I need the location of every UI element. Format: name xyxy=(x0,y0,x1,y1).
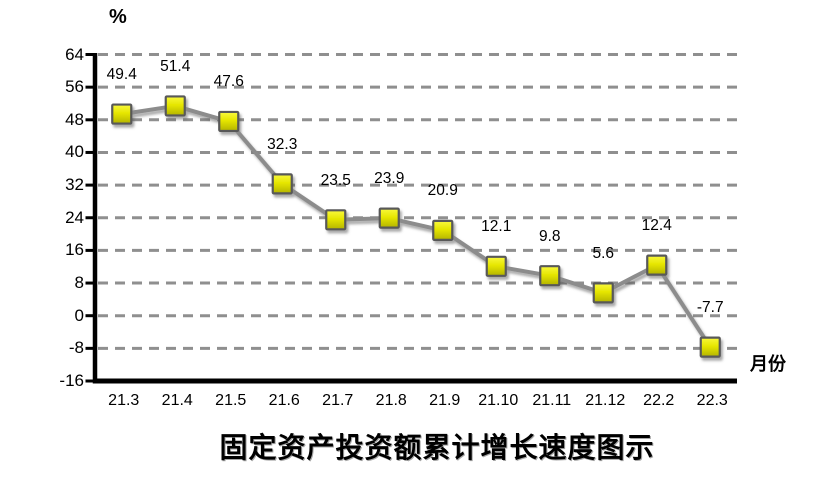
data-point-marker xyxy=(218,110,240,133)
x-tick-label: 21.9 xyxy=(429,392,461,409)
y-tick-label: 48 xyxy=(65,109,84,129)
data-point-marker xyxy=(485,255,507,277)
data-label: 47.6 xyxy=(213,73,244,91)
x-tick-label: 21.4 xyxy=(161,392,193,409)
data-label: 23.9 xyxy=(374,170,405,188)
data-point-marker xyxy=(699,336,721,358)
x-axis-title: 月份 xyxy=(750,354,786,374)
x-tick-label: 21.8 xyxy=(375,392,407,409)
data-point-marker xyxy=(378,207,400,229)
y-tick-label: 16 xyxy=(65,240,84,260)
data-point-marker xyxy=(111,103,133,125)
data-label: 23.5 xyxy=(320,171,351,189)
y-tick-label: 32 xyxy=(65,175,84,195)
x-tick-label: 21.3 xyxy=(108,392,140,409)
data-point-marker xyxy=(325,209,347,231)
data-label: -7.7 xyxy=(696,299,724,317)
y-tick-label: -16 xyxy=(59,371,84,390)
x-tick-label: 22.2 xyxy=(643,392,675,409)
x-tick-label: 21.5 xyxy=(215,392,247,409)
x-tick-label: 21.11 xyxy=(532,392,572,409)
data-label: 5.6 xyxy=(592,244,615,262)
data-label: 49.4 xyxy=(106,66,137,84)
data-point-marker xyxy=(432,219,454,242)
x-tick-label: 21.12 xyxy=(585,392,626,409)
y-tick-label: 8 xyxy=(74,273,84,293)
data-point-marker xyxy=(646,254,668,276)
data-label: 32.3 xyxy=(267,135,298,153)
data-label: 9.8 xyxy=(538,227,561,245)
x-tick-label: 21.7 xyxy=(322,392,354,409)
chart-title: 固定资产投资额累计增长速度图示 xyxy=(219,433,655,464)
y-tick-label: 40 xyxy=(65,142,84,162)
data-point-marker xyxy=(592,282,614,304)
y-tick-label: 0 xyxy=(74,305,84,325)
data-label: 12.1 xyxy=(481,218,512,236)
data-label: 51.4 xyxy=(160,57,191,75)
y-tick-label: -8 xyxy=(68,338,84,358)
y-tick-label: 56 xyxy=(65,77,84,97)
data-label: 20.9 xyxy=(427,182,458,200)
data-point-marker xyxy=(164,95,186,117)
data-label: 12.4 xyxy=(641,217,672,235)
y-tick-label: 64 xyxy=(65,44,84,64)
x-tick-label: 21.6 xyxy=(268,392,300,409)
data-point-marker xyxy=(539,265,561,287)
x-tick-label: 22.3 xyxy=(696,392,728,409)
x-tick-label: 21.10 xyxy=(478,392,519,409)
y-tick-label: 24 xyxy=(65,207,84,227)
y-axis-unit-label: % xyxy=(109,6,127,28)
data-point-marker xyxy=(271,173,293,195)
series-line xyxy=(119,103,713,350)
